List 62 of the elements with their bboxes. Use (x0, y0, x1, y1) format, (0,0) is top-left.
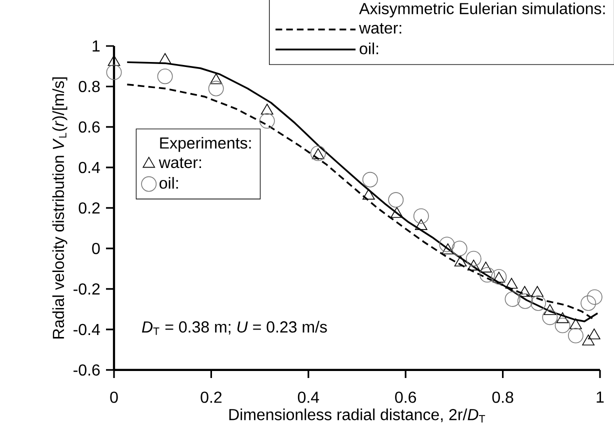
point (586, 289, 602, 305)
point (467, 260, 480, 270)
x-axis-title: Dimensionless radial distance, 2r/D$_{T}$ (229, 408, 486, 423)
point (544, 304, 556, 315)
point (480, 267, 495, 283)
annotation: Experiments: (160, 136, 251, 152)
point (466, 250, 482, 266)
point (158, 53, 172, 64)
point (442, 243, 454, 254)
point (362, 188, 375, 200)
point (518, 286, 531, 297)
x-tick-label: 0.4 (298, 392, 320, 403)
y-tick-label: 0.4 (78, 162, 100, 174)
point (388, 192, 404, 208)
point (531, 286, 544, 297)
text: Axisymmetric Eulerian simulations: (359, 2, 605, 18)
point (259, 113, 275, 129)
point (568, 328, 584, 344)
y-axis-title: Radial velocity distribution V$_{L}$(r)/[m/s] (52, 77, 68, 338)
y-tick-label: -0.6 (74, 364, 100, 376)
y-tick-label: 1 (92, 40, 100, 52)
point (108, 55, 120, 66)
point (362, 172, 378, 188)
point (570, 318, 582, 330)
x-tick-label: 1 (596, 392, 604, 403)
point (452, 240, 468, 256)
point (106, 64, 122, 80)
point (208, 80, 224, 96)
point (454, 256, 467, 266)
point (414, 219, 428, 230)
point (210, 73, 222, 84)
point (530, 295, 546, 311)
legend-label: water: (158, 158, 201, 168)
y-tick-label: 0.6 (78, 121, 100, 133)
y-tick-label: -0.2 (74, 283, 100, 295)
x-tick-label: 0.8 (492, 392, 514, 403)
y-tick-label: 0.8 (78, 80, 100, 92)
point (556, 312, 569, 324)
legend-label: oil: (360, 42, 378, 54)
point (413, 208, 429, 224)
annotation: D$_{T}$ = 0.38 m; U = 0.23 m/s (142, 320, 327, 335)
point (517, 293, 533, 309)
point (580, 295, 596, 311)
point (505, 278, 518, 289)
y-tick-label: 0 (92, 242, 100, 254)
point (157, 68, 173, 84)
point (554, 318, 570, 334)
x-tick-label: 0.6 (395, 392, 416, 403)
legend-label: oil: (160, 177, 178, 189)
point (542, 310, 558, 326)
x-tick-label: 0 (110, 392, 118, 403)
point (439, 236, 455, 252)
point (480, 262, 492, 272)
point (582, 334, 595, 346)
y-tick-label: 0.2 (78, 202, 100, 214)
point (504, 291, 520, 307)
point (588, 328, 600, 340)
y-tick-label: -0.4 (74, 324, 100, 336)
x-tick-label: 0.2 (200, 392, 222, 403)
point (260, 104, 274, 115)
legend-label: water: (359, 23, 402, 34)
point (390, 206, 404, 218)
